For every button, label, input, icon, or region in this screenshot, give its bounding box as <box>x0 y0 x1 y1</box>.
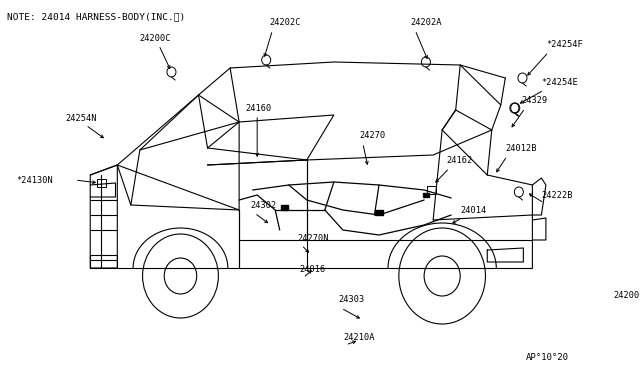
Bar <box>423 193 429 197</box>
Text: 24016: 24016 <box>300 266 326 275</box>
Text: 24254N: 24254N <box>65 113 97 122</box>
Text: *24254F: *24254F <box>546 39 582 48</box>
Text: 24200C: 24200C <box>140 33 172 42</box>
Text: 24202A: 24202A <box>411 17 442 26</box>
Text: *24130N: *24130N <box>16 176 53 185</box>
Bar <box>280 205 288 209</box>
Text: 24270: 24270 <box>359 131 385 140</box>
Text: 24222B: 24222B <box>541 190 573 199</box>
Bar <box>97 179 106 187</box>
Text: 24200C: 24200C <box>614 291 640 299</box>
Text: AP°10°20: AP°10°20 <box>525 353 568 362</box>
Text: 24270N: 24270N <box>298 234 329 243</box>
Text: 24014: 24014 <box>460 205 486 215</box>
Text: 24303: 24303 <box>339 295 365 305</box>
Bar <box>376 209 383 215</box>
Text: 24012B: 24012B <box>506 144 537 153</box>
Text: 24302: 24302 <box>251 201 277 209</box>
Text: 24202C: 24202C <box>269 17 300 26</box>
Text: 24162: 24162 <box>447 155 473 164</box>
Bar <box>427 186 436 194</box>
Text: NOTE: 24014 HARNESS-BODY(INC.※): NOTE: 24014 HARNESS-BODY(INC.※) <box>7 12 186 21</box>
Text: 24329: 24329 <box>522 96 548 105</box>
Text: 24210A: 24210A <box>343 334 374 343</box>
Text: *24254E: *24254E <box>541 77 578 87</box>
Text: 24160: 24160 <box>245 103 272 112</box>
